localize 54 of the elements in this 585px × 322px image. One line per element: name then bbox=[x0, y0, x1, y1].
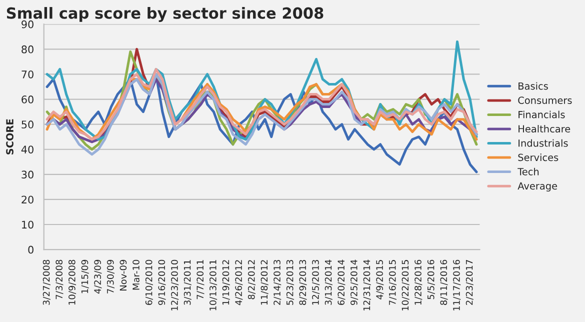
x-tick-label: Nov-09 bbox=[120, 260, 127, 291]
legend-label: Services bbox=[518, 154, 558, 162]
y-tick-label: 30 bbox=[22, 170, 34, 179]
legend-label: Industrials bbox=[518, 139, 568, 147]
x-tick-label: 8/2/2012 bbox=[248, 260, 256, 300]
x-tick-label: 10/9/2008 bbox=[68, 260, 76, 305]
x-tick-label: 10/22/2015 bbox=[402, 260, 410, 310]
x-tick-label: 8/29/2013 bbox=[299, 260, 307, 305]
x-tick-label: 8/11/2016 bbox=[440, 260, 448, 305]
y-tick-label: 90 bbox=[22, 20, 34, 28]
y-tick-label: 50 bbox=[22, 120, 34, 128]
legend-label: Consumers bbox=[518, 96, 572, 104]
x-tick-label: 4/9/2015 bbox=[376, 260, 384, 300]
y-tick-label: 70 bbox=[22, 70, 34, 78]
y-tick-label: 80 bbox=[22, 45, 34, 54]
x-tick-label: 4/26/2012 bbox=[235, 260, 243, 306]
x-tick-label: 12/23/2010 bbox=[171, 260, 179, 310]
x-tick-label: 6/20/2014 bbox=[338, 260, 346, 305]
x-tick-label: 1/28/2016 bbox=[414, 260, 422, 305]
x-tick-label: 2/23/2017 bbox=[466, 260, 474, 305]
x-tick-label: 5/23/2013 bbox=[286, 260, 294, 305]
x-tick-label: 11/17/2016 bbox=[453, 260, 461, 310]
y-tick-label: 60 bbox=[22, 96, 34, 104]
x-tick-label: 7/7/2011 bbox=[196, 260, 204, 300]
y-tick-label: 10 bbox=[22, 220, 34, 229]
legend-label: Basics bbox=[518, 82, 548, 90]
x-tick-label: 12/31/2014 bbox=[363, 260, 371, 310]
x-tick-label: 12/5/2013 bbox=[312, 260, 320, 305]
x-tick-label: 10/13/2011 bbox=[210, 260, 218, 310]
x-tick-label: 5/5/2016 bbox=[427, 260, 435, 300]
x-tick-label: 7/16/2015 bbox=[388, 260, 397, 305]
x-tick-label: 11/8/2012 bbox=[260, 260, 268, 305]
x-tick-label: 1/19/2012 bbox=[222, 260, 230, 305]
x-tick-label: Mar-10 bbox=[132, 260, 140, 290]
legend-label: Healthcare bbox=[518, 125, 570, 133]
x-tick-label: 2/14/2013 bbox=[274, 260, 282, 305]
chart-title: Small cap score by sector since 2008 bbox=[6, 7, 324, 22]
x-tick-label: 3/27/2008 bbox=[42, 260, 50, 305]
legend-label: Average bbox=[518, 182, 558, 192]
y-tick-label: 20 bbox=[22, 196, 34, 204]
legend-label: Financials bbox=[518, 110, 565, 118]
x-tick-label: 1/15/09 bbox=[81, 260, 89, 294]
x-tick-label: 3/31/2011 bbox=[184, 260, 192, 305]
x-tick-label: 7/3/2008 bbox=[56, 260, 64, 300]
legend-label: Tech bbox=[518, 168, 539, 176]
x-tick-label: 9/25/2014 bbox=[350, 260, 358, 305]
y-tick-label: 0 bbox=[28, 246, 34, 254]
x-tick-label: 7/30/09 bbox=[106, 260, 114, 294]
x-tick-label: 3/13/2014 bbox=[324, 260, 332, 305]
y-axis-title: SCORE bbox=[6, 119, 14, 154]
x-tick-label: 9/16/2010 bbox=[158, 260, 166, 305]
x-tick-label: 4/23/09 bbox=[94, 260, 102, 294]
y-tick-label: 40 bbox=[21, 146, 34, 154]
x-tick-label: 6/10/2010 bbox=[145, 260, 153, 305]
